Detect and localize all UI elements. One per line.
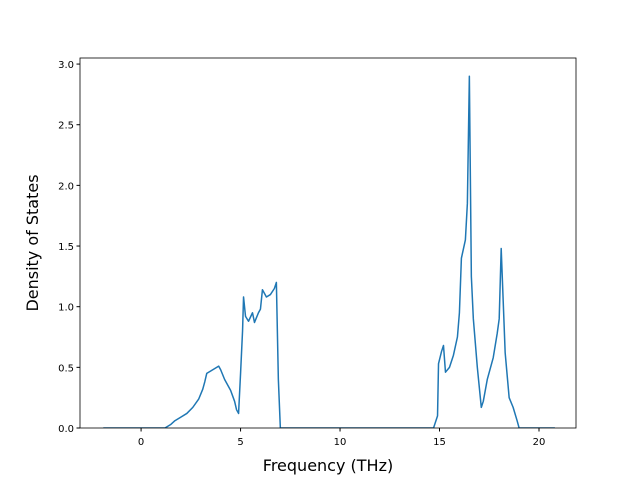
y-tick-label: 2.5 (58, 121, 74, 132)
y-tick-label: 1.5 (58, 242, 74, 253)
y-tick-label: 0.0 (58, 424, 74, 435)
plot-frame (79, 57, 577, 429)
y-tick-label: 1.0 (58, 303, 74, 314)
x-tick-label: 10 (334, 437, 347, 448)
x-tick-label: 15 (433, 437, 446, 448)
y-tick-label: 2.0 (58, 181, 74, 192)
x-tick-label: 5 (237, 437, 243, 448)
y-axis-label: Density of States (23, 174, 42, 311)
x-tick-label: 20 (533, 437, 546, 448)
line-series (103, 75, 555, 428)
y-tick-label: 0.5 (58, 363, 74, 374)
x-axis-label: Frequency (THz) (263, 456, 393, 475)
x-tick-label: 0 (138, 437, 144, 448)
y-tick-label: 3.0 (58, 60, 74, 71)
